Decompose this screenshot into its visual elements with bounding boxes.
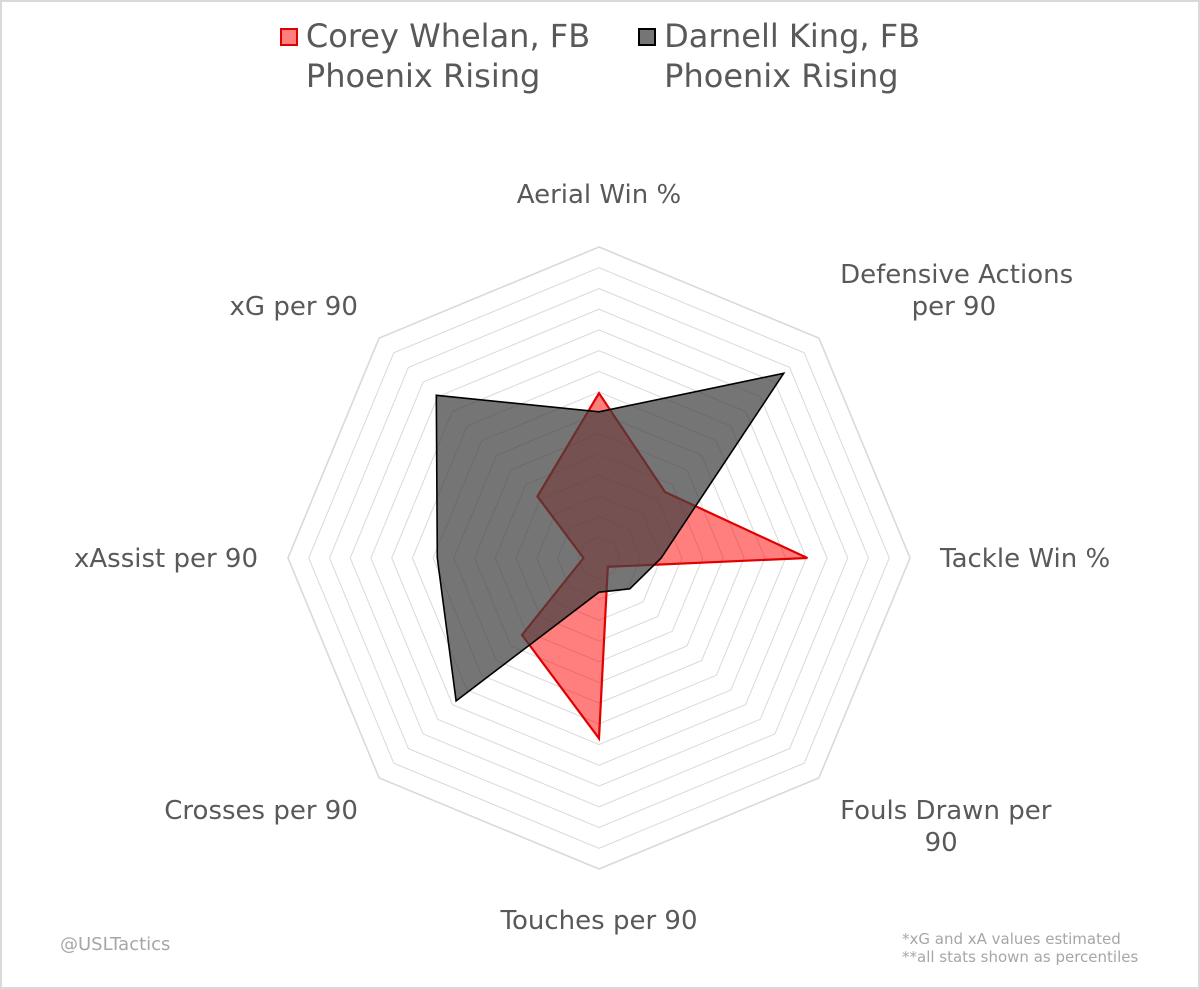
grid-ring-11 [370, 329, 828, 787]
legend-label-series-1: Corey Whelan, FB [305, 17, 591, 55]
axis-label-3: Tackle Win % [939, 544, 1110, 574]
axis-label-2: Defensive Actions per 90 [840, 260, 1073, 322]
footnote-estimated: *xG and xA values estimated [902, 930, 1121, 948]
axis-label-8-line-1: xG per 90 [230, 292, 358, 322]
legend-item-series-2: Darnell King, FB Phoenix Rising [638, 16, 920, 96]
legend-swatch-series-2 [638, 28, 657, 46]
legend-item-series-1: Corey Whelan, FB Phoenix Rising [279, 16, 590, 96]
grid-ring-14 [308, 267, 890, 849]
legend-text-series-1: Corey Whelan, FB Phoenix Rising [306, 16, 590, 96]
axis-label-6-line-1: Crosses per 90 [164, 796, 358, 826]
axis-label-2-line-1: Defensive Actions [840, 260, 1073, 290]
axis-label-4: Fouls Drawn per 90 [840, 796, 1052, 858]
grid-ring-13 [328, 287, 870, 829]
grid-ring-15 [287, 246, 911, 870]
axis-label-5: Touches per 90 [500, 906, 698, 936]
axis-label-8: xG per 90 [230, 292, 358, 322]
axis-labels: Aerial Win % Defensive Actions per 90 Tackl… [74, 180, 1110, 936]
axis-label-6: Crosses per 90 [164, 796, 358, 826]
axis-label-7: xAssist per 90 [74, 544, 258, 574]
axis-label-1: Aerial Win % [517, 180, 681, 210]
axis-label-4-line-1: Fouls Drawn per [840, 796, 1052, 826]
axis-label-7-line-1: xAssist per 90 [74, 544, 258, 574]
grid-ring-10 [391, 350, 807, 766]
legend-label-series-2: Darnell King, FB [664, 17, 921, 55]
axis-label-5-line-1: Touches per 90 [500, 906, 698, 936]
legend: Corey Whelan, FB Phoenix Rising Darnell … [2, 16, 1198, 96]
axis-label-1-line-1: Aerial Win % [517, 180, 681, 210]
legend-text-series-2: Darnell King, FB Phoenix Rising [664, 16, 920, 96]
axis-label-3-line-1: Tackle Win % [939, 544, 1110, 574]
grid-ring-12 [349, 308, 849, 808]
axis-label-4-line-2: 90 [925, 828, 958, 858]
credit-text: @USLTactics [60, 934, 171, 955]
legend-sublabel-series-2: Phoenix Rising [664, 57, 899, 95]
axis-label-2-line-2: per 90 [912, 292, 997, 322]
footnotes: *xG and xA values estimated **all stats … [902, 930, 1138, 966]
legend-swatch-series-1 [279, 28, 298, 46]
footnote-percentiles: **all stats shown as percentiles [902, 948, 1139, 966]
radar-series [435, 372, 808, 742]
legend-sublabel-series-1: Phoenix Rising [305, 57, 541, 95]
